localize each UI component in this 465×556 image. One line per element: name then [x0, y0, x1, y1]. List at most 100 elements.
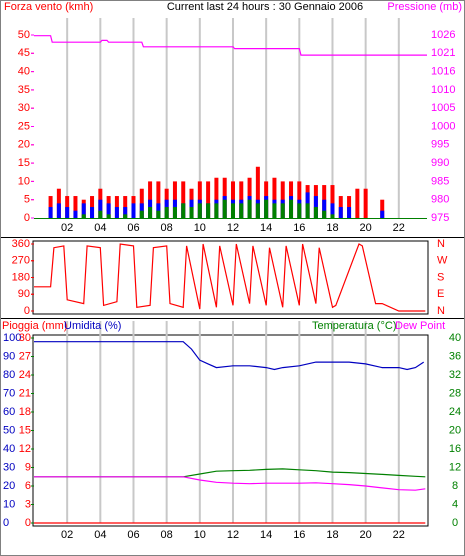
x-tick-label: 12: [227, 222, 239, 234]
bar: [156, 181, 161, 218]
bar: [338, 207, 343, 218]
bar: [255, 166, 260, 218]
bar: [123, 207, 128, 218]
bar: [338, 196, 343, 218]
data-line: [34, 341, 425, 371]
y-tick-label: 270: [12, 255, 30, 267]
y-tick-label: 24: [19, 369, 31, 381]
x-tick-label: 04: [94, 529, 106, 541]
y-tick-label: 40: [18, 66, 30, 78]
y-tick-label: 0: [24, 305, 30, 317]
y-tick-label: 24: [449, 406, 461, 418]
bar: [297, 203, 302, 218]
bar: [255, 203, 260, 218]
bar: [214, 203, 219, 218]
x-tick-label: 16: [293, 222, 305, 234]
y-tick-label: 1021: [431, 47, 455, 59]
legend-label: Pioggia (mm): [2, 320, 67, 332]
y-tick-label: 3: [25, 498, 31, 510]
legend-label: Temperatura (°C): [312, 320, 396, 332]
y-tick-label: 12: [449, 461, 461, 473]
data-line: [34, 468, 426, 478]
bar: [189, 207, 194, 218]
bar: [380, 199, 385, 218]
bar: [106, 214, 111, 218]
bar: [330, 203, 335, 218]
bar: [313, 207, 318, 218]
bar: [65, 196, 70, 218]
y-tick-label: 90: [3, 350, 15, 362]
bar: [114, 207, 119, 218]
x-tick-label: 08: [161, 222, 173, 234]
y-tick-label: 50: [18, 29, 30, 41]
x-tick-label: 10: [194, 222, 206, 234]
x-tick-label: 12: [227, 529, 239, 541]
y-tick-label: 12: [19, 443, 31, 455]
y-tick-label: 50: [3, 424, 15, 436]
bar: [272, 177, 277, 218]
bar: [90, 196, 95, 218]
bar: [322, 210, 327, 218]
y-tick-label: 0: [25, 517, 31, 529]
y-tick-label: 16: [449, 443, 461, 455]
y-tick-label: 80: [3, 369, 15, 381]
y-tick-label: 30: [19, 332, 31, 344]
bar: [206, 203, 211, 218]
bar: [106, 203, 111, 218]
bar: [380, 210, 385, 218]
bar: [123, 196, 128, 218]
y-tick-label: 0: [452, 517, 458, 529]
y-tick-label: 25: [18, 120, 30, 132]
y-tick-label: 70: [3, 387, 15, 399]
bar: [330, 185, 335, 218]
bar: [156, 210, 161, 218]
legend-label: Dew Point: [395, 320, 445, 332]
y-tick-label: 28: [449, 387, 461, 399]
legend-label: Umidita (%): [64, 320, 121, 332]
bar: [81, 214, 86, 218]
y-tick-label: 4: [452, 498, 458, 510]
data-line: [34, 476, 426, 491]
bar: [289, 199, 294, 218]
y-tick-label: 1026: [431, 29, 455, 41]
y-tick-label: 100: [3, 332, 21, 344]
bar: [98, 199, 103, 218]
y-tick-label: 1000: [431, 120, 455, 132]
bar: [330, 214, 335, 218]
bar: [322, 199, 327, 218]
bar: [347, 196, 352, 218]
bar: [123, 214, 128, 218]
x-tick-label: 10: [194, 529, 206, 541]
data-line: [34, 35, 427, 56]
bar: [247, 199, 252, 218]
data-line: [34, 243, 426, 312]
y-tick-label: 180: [12, 271, 30, 283]
y-tick-label: 0: [3, 517, 9, 529]
y-tick-label: 9: [25, 461, 31, 473]
y-tick-label: 995: [431, 139, 449, 151]
x-tick-label: 06: [127, 529, 139, 541]
y-tick-label: N: [437, 305, 445, 317]
y-tick-label: 990: [431, 157, 449, 169]
bar: [347, 207, 352, 218]
bar: [305, 203, 310, 218]
y-tick-label: 15: [18, 157, 30, 169]
y-tick-label: 90: [18, 288, 30, 300]
y-tick-label: N: [437, 238, 445, 250]
bar: [98, 210, 103, 218]
x-tick-label: 20: [360, 529, 372, 541]
y-tick-label: 45: [18, 47, 30, 59]
y-tick-label: 40: [3, 443, 15, 455]
bar: [222, 199, 227, 218]
y-tick-label: 30: [18, 102, 30, 114]
y-tick-label: S: [437, 271, 444, 283]
y-tick-label: 8: [452, 480, 458, 492]
x-tick-label: 18: [326, 529, 338, 541]
bar: [214, 177, 219, 218]
bar: [230, 203, 235, 218]
bar: [272, 203, 277, 218]
y-tick-label: W: [437, 255, 448, 267]
y-tick-label: 1010: [431, 84, 455, 96]
y-tick-label: 60: [3, 406, 15, 418]
